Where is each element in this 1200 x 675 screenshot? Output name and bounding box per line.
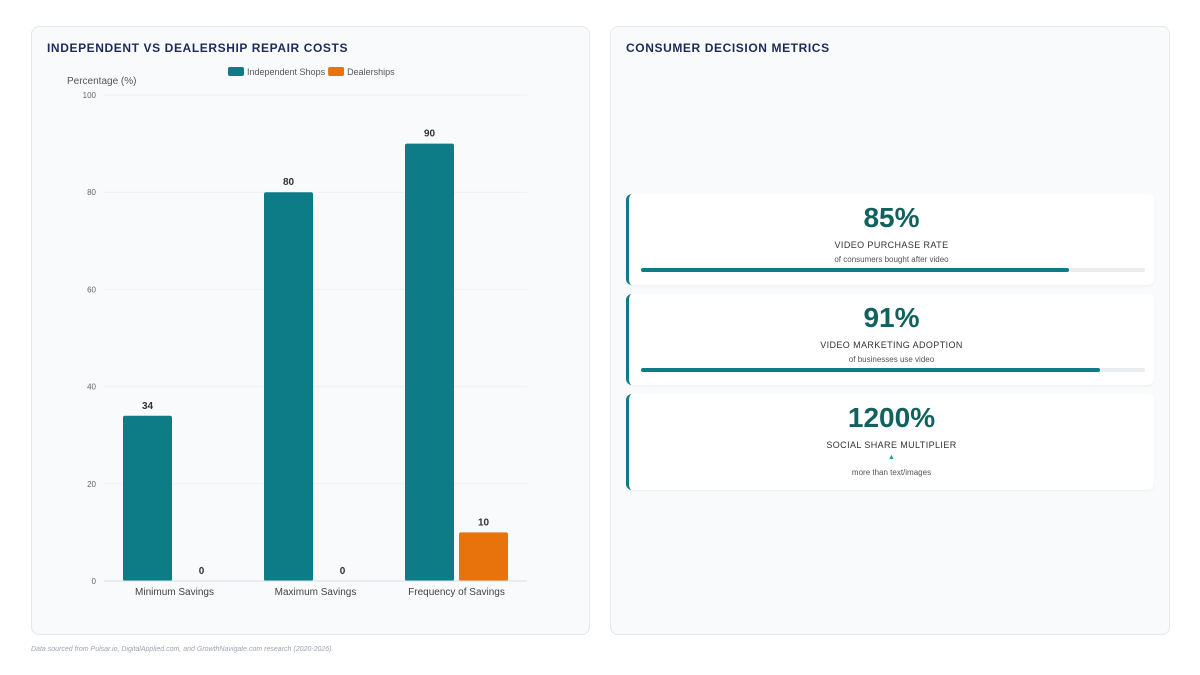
y-tick-label: 60 xyxy=(87,285,96,294)
triangle-up-icon: ▲ xyxy=(888,454,895,461)
legend-swatch-2 xyxy=(328,67,345,76)
metric-value: 1200% xyxy=(847,402,936,433)
bar xyxy=(459,532,508,581)
consumer-metrics-panel: CONSUMER DECISION METRICS 85% VIDEO PURC… xyxy=(610,26,1170,635)
data-label: 10 xyxy=(478,517,490,528)
chart-title: INDEPENDENT VS DEALERSHIP REPAIR COSTS xyxy=(47,41,349,55)
metric-subtext: more than text/images xyxy=(851,468,932,477)
y-tick-label: 100 xyxy=(83,91,97,100)
y-tick-label: 40 xyxy=(87,383,96,392)
data-label: 80 xyxy=(283,177,295,188)
metric-subtext: of businesses use video xyxy=(848,355,935,364)
x-tick-label: Minimum Savings xyxy=(135,587,214,598)
metric-card-video-marketing-adoption: 91% VIDEO MARKETING ADOPTION of business… xyxy=(626,294,1154,385)
bar xyxy=(405,143,454,581)
legend-label-1: Independent Shops xyxy=(247,67,326,77)
legend-label-2: Dealerships xyxy=(347,67,395,77)
data-label: 90 xyxy=(424,129,436,140)
metric-label: VIDEO PURCHASE RATE xyxy=(834,240,949,250)
data-label: 34 xyxy=(142,401,154,412)
bar xyxy=(123,415,172,581)
data-source-note: Data sourced from Pulsar.io, DigitalAppl… xyxy=(31,646,334,653)
x-tick-label: Frequency of Savings xyxy=(408,587,505,598)
metric-progress-fill xyxy=(641,368,1100,372)
x-tick-label: Maximum Savings xyxy=(275,587,357,598)
y-tick-label: 80 xyxy=(87,188,96,197)
metric-subtext: of consumers bought after video xyxy=(834,255,949,264)
y-tick-label: 0 xyxy=(92,577,97,586)
metric-label: SOCIAL SHARE MULTIPLIER xyxy=(826,440,957,450)
metric-label: VIDEO MARKETING ADOPTION xyxy=(820,340,963,350)
y-tick-label: 20 xyxy=(87,480,96,489)
metric-card-social-share-multiplier: 1200% SOCIAL SHARE MULTIPLIER ▲ more tha… xyxy=(626,394,1154,490)
metric-progress-track xyxy=(641,268,1145,272)
legend-swatch-1 xyxy=(228,67,244,76)
y-axis-title: Percentage (%) xyxy=(67,76,136,87)
metrics-title: CONSUMER DECISION METRICS xyxy=(626,41,830,55)
metric-value: 85% xyxy=(863,202,920,233)
data-label: 0 xyxy=(199,566,205,577)
metric-progress-fill xyxy=(641,268,1070,272)
bar xyxy=(264,192,313,581)
metric-progress-track xyxy=(641,368,1145,372)
metric-value: 91% xyxy=(863,302,920,333)
data-label: 0 xyxy=(340,566,346,577)
metric-card-video-purchase-rate: 85% VIDEO PURCHASE RATE of consumers bou… xyxy=(626,194,1154,285)
repair-costs-panel: INDEPENDENT VS DEALERSHIP REPAIR COSTS 0… xyxy=(31,26,590,635)
